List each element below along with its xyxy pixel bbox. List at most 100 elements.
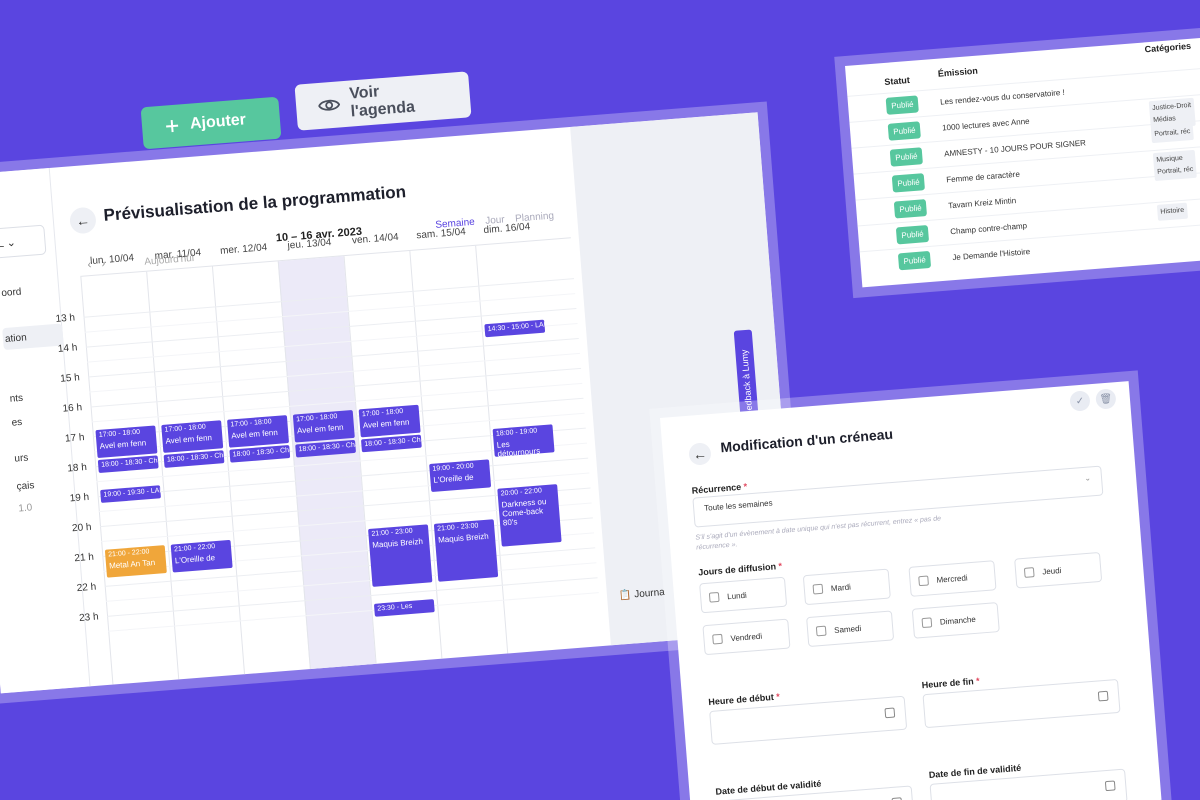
trash-icon[interactable]: 🗑 [1095,388,1117,410]
calendar-event[interactable]: 17:00 - 18:00 Avel em fenn [227,415,290,448]
calendar-event[interactable]: 20:00 - 22:00 Darkness ou Come-back 80's [497,484,562,547]
calendar-icon [1104,780,1116,792]
calendar-event[interactable]: 17:00 - 18:00 Avel em fenn [161,420,224,453]
calendar-event[interactable]: 21:00 - 22:00 L'Oreille de [170,539,233,573]
chevron-down-icon: ⌄ [6,236,17,250]
calendar-event[interactable]: 21:00 - 23:00 Maquis Breizh [368,524,433,587]
emission-name[interactable]: AMNESTY - 10 JOURS POUR SIGNER [943,138,1087,159]
event-time: 19:00 - 19:30 - LAR [103,486,161,499]
check-icon[interactable]: ✓ [1069,390,1091,412]
event-title: Maquis Breizh [437,531,490,545]
calendar-event[interactable]: 18:00 - 18:30 - Cha [163,450,225,468]
sidebar-item-emissions[interactable]: es [11,416,23,429]
event-time: 21:00 - 22:00 [173,543,216,554]
event-time: 17:00 - 18:00 [295,413,338,424]
column-header-status: Statut [883,74,911,87]
event-time: 18:00 - 19:00 [495,427,538,438]
event-time: 18:00 - 18:30 - Cha [100,457,159,469]
column-header-emission: Émission [937,65,979,79]
status-badge: Publié [893,199,928,219]
calendar-event[interactable]: 18:00 - 18:30 - Cha [229,445,291,463]
status-badge: Publié [897,250,932,271]
calendar-event[interactable]: 14:30 - 15:00 - LAR [484,319,546,338]
clipboard-icon: 📋 [618,589,632,602]
checkbox-dimanche[interactable]: Dimanche [911,602,1000,639]
sidebar-item-events[interactable]: nts [9,392,24,405]
hour-label: 13 h [55,312,76,325]
event-title: L'Oreille de [174,553,216,566]
back-button[interactable]: ← [68,206,97,235]
event-time: 19:00 - 20:00 [432,462,474,473]
status-badge: Publié [895,224,930,245]
event-title: Avel em fenn [296,422,344,436]
event-title: Darkness ou Come-back 80's [501,497,547,528]
calendar-event[interactable]: 17:00 - 18:00 Avel em fenn [95,425,158,459]
emission-name[interactable]: Femme de caractère [945,169,1021,185]
checkbox-mercredi[interactable]: Mercredi [908,560,997,597]
day-header: mer. 12/04 [219,242,268,257]
checkbox-mardi[interactable]: Mardi [802,568,891,606]
calendar-event[interactable]: 21:00 - 22:00 Metal An Tan [104,545,167,578]
day-header: sam. 15/04 [416,226,467,242]
event-time: 21:00 - 23:00 [436,522,479,533]
checkbox-samedi[interactable]: Samedi [806,610,895,648]
calendar-event[interactable]: 21:00 - 23:00 Maquis Breizh [433,519,499,582]
checkbox-vendredi[interactable]: Vendredi [702,618,791,656]
calendar-event[interactable]: 18:00 - 19:00 Les détournours [492,424,555,457]
event-title: Metal An Tan [108,557,156,571]
emission-name[interactable]: Tavarn Kreiz Mintin [947,196,1017,211]
hour-label: 16 h [62,402,83,415]
slot-edit-form: ✓ 🗑 ← Modification d'un créneau Récurren… [660,381,1162,800]
emission-name[interactable]: Champ contre-champ [949,221,1028,237]
event-time: 17:00 - 18:00 [98,428,141,439]
checkbox-jeudi[interactable]: Jeudi [1014,551,1103,589]
calendar-event[interactable]: 19:00 - 20:00 L'Oreille de [429,459,492,492]
checkbox-lundi[interactable]: Lundi [699,576,788,614]
emission-name[interactable]: Je Demande l'Histoire [952,247,1031,263]
calendar-event[interactable]: 17:00 - 18:00 Avel em fenn [292,409,355,443]
arrow-left-icon: ← [692,445,708,463]
column-header-categories: Catégories [1144,40,1192,55]
form-back-button[interactable]: ← [688,442,712,466]
event-title: Avel em fenn [99,438,147,451]
page-title: Prévisualisation de la programmation [102,182,407,225]
plus-icon [166,119,179,133]
emission-name[interactable]: 1000 lectures avec Anne [941,116,1030,133]
sidebar-item-programmation[interactable]: ation [4,332,28,345]
calendar-event[interactable]: 17:00 - 18:00 Avel em fenn [358,404,421,438]
event-time: 18:00 - 18:30 - Cha [232,446,291,459]
event-time: 20:00 - 22:00 [500,487,543,498]
calendar-event[interactable]: 19:00 - 19:30 - LAR [100,485,161,503]
hour-label: 20 h [71,521,92,535]
calendar-event[interactable]: 18:00 - 18:30 - Cha [360,434,422,453]
event-time: 18:00 - 18:30 - Cha [166,451,225,464]
event-title: Avel em fenn [165,433,213,446]
hour-label: 15 h [59,372,81,385]
event-title: L'Oreille de [433,472,474,485]
language-select[interactable]: EL ⌄ [0,224,47,260]
hour-label: 23 h [78,611,100,625]
start-time-label: Heure de début * [708,691,781,708]
sidebar-item-users[interactable]: urs [14,452,29,465]
form-title: Modification d'un créneau [719,425,894,456]
event-time: 17:00 - 18:00 [361,407,404,419]
event-time: 21:00 - 23:00 [371,527,413,538]
hour-label: 14 h [57,342,78,355]
view-agenda-button[interactable]: Voir l'agenda [294,71,472,131]
arrow-left-icon: ← [75,211,91,230]
eye-icon [318,99,341,111]
calendar-event[interactable]: 18:00 - 18:30 - Cha [97,455,159,474]
event-time: 18:00 - 18:30 - Cha [298,441,357,454]
sidebar: EL ⌄ oord ation nts es urs çais 1.0 [0,167,91,694]
emission-name[interactable]: Les rendez-vous du conservatoire ! [939,87,1066,107]
event-time: 17:00 - 18:00 [164,423,207,434]
end-time-label: Heure de fin * [921,675,981,691]
event-time: 17:00 - 18:00 [230,418,272,429]
status-badge: Publié [887,121,922,141]
sidebar-item-language[interactable]: çais [16,480,35,493]
sidebar-item-dashboard[interactable]: oord [1,286,22,300]
add-button-label: Ajouter [189,111,247,133]
add-button[interactable]: Ajouter [140,96,282,150]
days-label: Jours de diffusion * [697,560,783,578]
calendar-event[interactable]: 23:30 - Les [373,599,435,617]
